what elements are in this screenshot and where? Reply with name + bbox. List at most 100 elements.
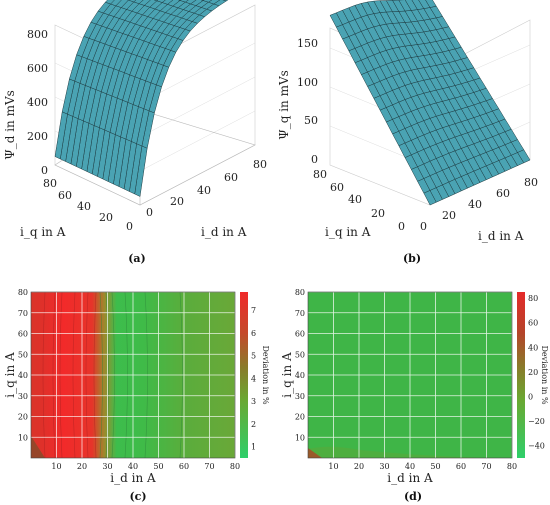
label-c: (c) — [129, 490, 146, 503]
tick-id-20: 20 — [442, 209, 456, 222]
tick-id-80: 80 — [253, 158, 267, 171]
tick-id-80: 80 — [524, 176, 538, 189]
panel-b: 0 50 100 150 Ψ_q in mVs 80 60 40 20 0 i_… — [277, 0, 538, 265]
z-label-b: Ψ_q in mVs — [277, 70, 291, 140]
tick-z-400: 400 — [27, 96, 48, 109]
tick-label-y: 40 — [18, 371, 28, 380]
tick-label-y: 80 — [295, 288, 305, 297]
panel-a: 0 200 400 600 800 Ψ_d in mVs 80 60 40 20… — [3, 0, 267, 265]
y-label-c: i_q in A — [3, 352, 17, 398]
tick-label-y: 70 — [18, 309, 28, 318]
tick-id-60: 60 — [496, 187, 510, 200]
colorbar-tick: −20 — [528, 417, 545, 426]
tick-iq-60: 60 — [58, 189, 72, 202]
tick-label-x: 80 — [507, 462, 517, 471]
surface-patch — [143, 0, 158, 8]
tick-z-100: 100 — [297, 76, 318, 89]
surface-a — [54, 0, 229, 197]
tick-label-x: 10 — [328, 462, 338, 471]
colorbar-label-c: Deviation in % — [261, 345, 270, 405]
tick-iq-60: 60 — [330, 181, 344, 194]
tick-label-y: 30 — [295, 392, 305, 401]
tick-label-y: 30 — [18, 392, 28, 401]
tick-label-y: 10 — [295, 433, 305, 442]
tick-id-60: 60 — [224, 171, 238, 184]
surface-patch — [425, 0, 437, 8]
colorbar-d — [517, 292, 525, 458]
tick-z-200: 200 — [27, 130, 48, 143]
tick-id-40: 40 — [468, 198, 482, 211]
surface-patch — [213, 0, 227, 6]
tick-label-y: 80 — [18, 288, 28, 297]
tick-iq-80: 80 — [43, 177, 57, 190]
x-label-c: i_d in A — [110, 471, 156, 485]
tick-z-800: 800 — [27, 28, 48, 41]
tick-label-y: 20 — [295, 413, 305, 422]
tick-label-y: 60 — [18, 330, 28, 339]
z-ticks-a: 0 200 400 600 800 — [27, 28, 48, 177]
surface-patch — [133, 0, 144, 4]
tick-z-50: 50 — [304, 114, 318, 127]
surface-patch — [222, 0, 229, 2]
tick-iq-40: 40 — [77, 200, 91, 213]
tick-id-0: 0 — [146, 206, 153, 219]
surface-patch — [115, 0, 129, 8]
y-ticks-a: 80 60 40 20 0 — [43, 177, 133, 233]
x-label-a: i_d in A — [201, 225, 247, 239]
surface-patch — [418, 0, 431, 9]
colorbar-tick: 7 — [251, 306, 256, 315]
tick-label-y: 10 — [18, 433, 28, 442]
tick-label-x: 60 — [179, 462, 189, 471]
tick-id-20: 20 — [170, 195, 184, 208]
surface-patch — [190, 0, 204, 6]
tick-z-600: 600 — [27, 62, 48, 75]
y-label-b: i_q in A — [325, 225, 371, 239]
panel-d: 10 20 30 40 50 60 70 80 10 20 30 40 50 60 70 80 i_q in … — [280, 288, 549, 503]
colorbar-tick: −40 — [528, 442, 545, 451]
tick-z-0: 0 — [311, 153, 318, 166]
surface-patch — [207, 0, 221, 5]
tick-iq-0: 0 — [126, 220, 133, 233]
tick-iq-0: 0 — [398, 220, 405, 233]
surface-patch — [161, 0, 174, 5]
surface-patch — [200, 0, 205, 1]
tick-label-x: 20 — [77, 462, 87, 471]
surface-patch — [404, 0, 418, 11]
tick-label-x: 70 — [481, 462, 491, 471]
tick-label-x: 20 — [354, 462, 364, 471]
colorbar-tick: 80 — [528, 294, 538, 303]
surface-b — [329, 0, 531, 206]
colorbar-tick: 6 — [251, 329, 256, 338]
tick-label-x: 40 — [128, 462, 138, 471]
colorbar-tick: 1 — [251, 443, 256, 452]
z-ticks-b: 0 50 100 150 — [297, 37, 318, 166]
x-label-b: i_d in A — [478, 229, 524, 243]
x-ticks-b: 0 20 40 60 80 — [420, 176, 538, 233]
tick-label-x: 40 — [405, 462, 415, 471]
y-label-d: i_q in A — [280, 352, 294, 398]
label-a: (a) — [128, 252, 146, 265]
surface-patch — [127, 0, 137, 3]
tick-label-x: 30 — [379, 462, 389, 471]
panel-c: 10 20 30 40 50 60 70 80 10 20 30 40 50 60 70 80 i_q in … — [3, 288, 270, 503]
colorbar-tick: 0 — [528, 393, 533, 402]
tick-label-y: 60 — [295, 330, 305, 339]
colorbar-tick: 20 — [528, 368, 538, 377]
label-d: (d) — [404, 490, 422, 503]
colorbar-tick: 2 — [251, 420, 256, 429]
tick-label-x: 10 — [51, 462, 61, 471]
tick-id-0: 0 — [420, 220, 427, 233]
y-label-a: i_q in A — [20, 225, 66, 239]
x-label-d: i_d in A — [387, 471, 433, 485]
tick-id-40: 40 — [197, 184, 211, 197]
surface-patch — [411, 0, 425, 10]
tick-label-x: 50 — [153, 462, 163, 471]
tick-label-y: 70 — [295, 309, 305, 318]
surface-patch — [156, 0, 166, 3]
surface-patch — [202, 0, 213, 3]
tick-iq-40: 40 — [348, 193, 362, 206]
tick-label-x: 80 — [230, 462, 240, 471]
surface-patch — [184, 0, 197, 5]
tick-iq-20: 20 — [371, 207, 385, 220]
